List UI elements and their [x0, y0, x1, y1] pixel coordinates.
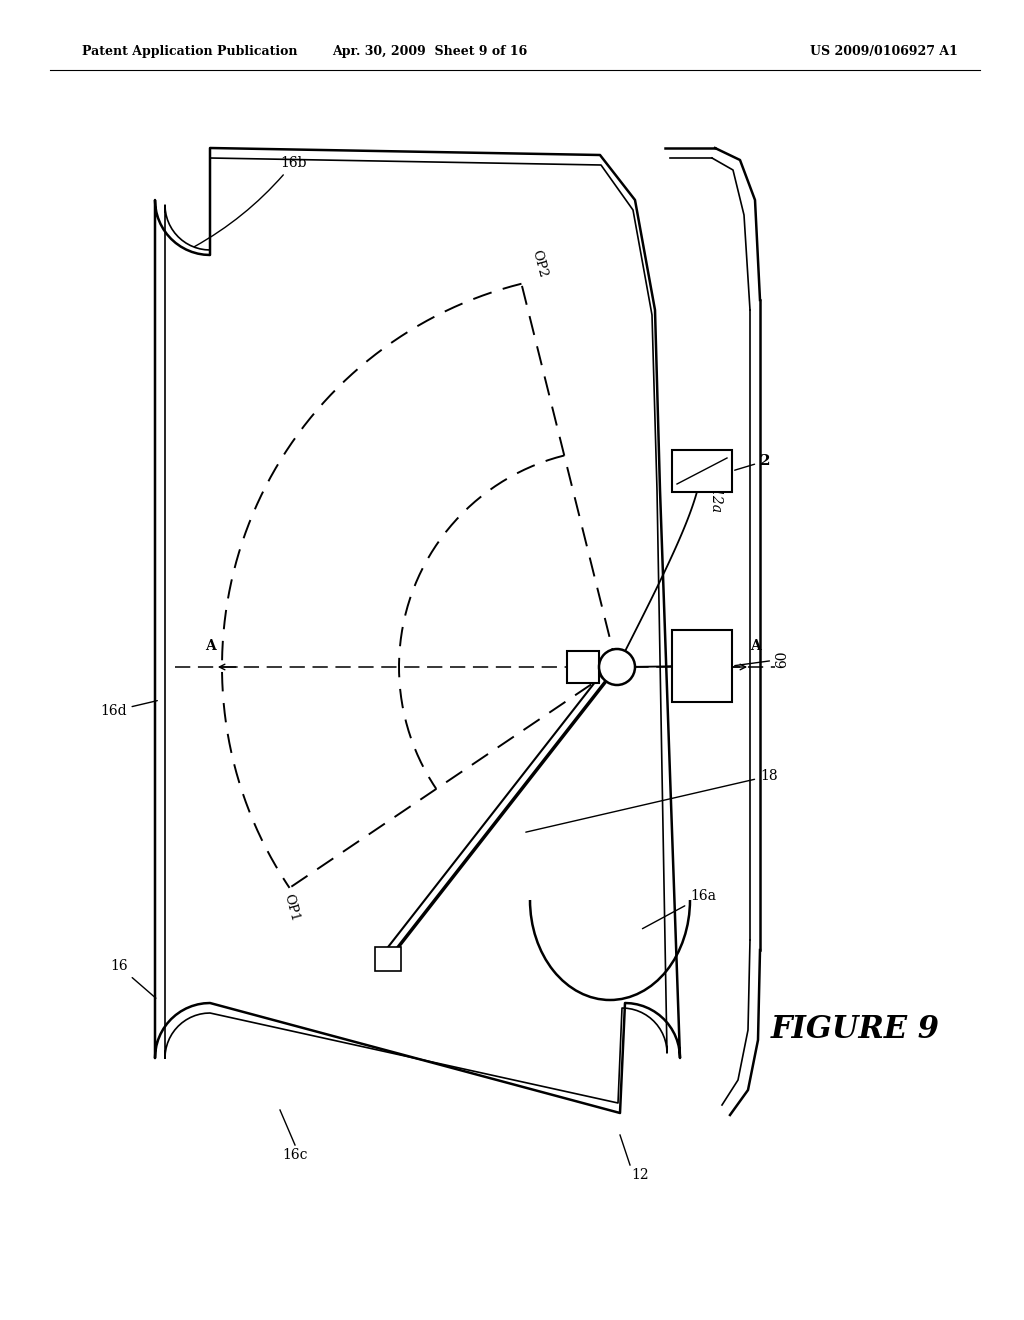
Text: A: A — [750, 639, 761, 653]
Text: 16d: 16d — [100, 701, 158, 718]
Text: FIGURE 9: FIGURE 9 — [770, 1015, 939, 1045]
Text: Patent Application Publication: Patent Application Publication — [82, 45, 297, 58]
Text: US 2009/0106927 A1: US 2009/0106927 A1 — [810, 45, 957, 58]
Text: 16: 16 — [110, 960, 156, 998]
Text: OP1: OP1 — [282, 892, 301, 924]
Text: A: A — [205, 639, 215, 653]
Text: 18: 18 — [525, 770, 777, 832]
Text: 16c: 16c — [283, 1148, 308, 1162]
Circle shape — [599, 649, 635, 685]
Text: 12a: 12a — [708, 487, 722, 513]
Bar — [672, 450, 732, 492]
Bar — [672, 630, 732, 702]
Text: 12: 12 — [631, 1168, 649, 1181]
Text: OP2: OP2 — [529, 248, 549, 279]
Text: 16a: 16a — [642, 888, 716, 929]
Text: 60: 60 — [735, 651, 790, 668]
Bar — [567, 651, 599, 682]
Bar — [375, 946, 401, 970]
Text: 16b: 16b — [195, 156, 306, 247]
Text: 2: 2 — [734, 454, 770, 470]
Text: Apr. 30, 2009  Sheet 9 of 16: Apr. 30, 2009 Sheet 9 of 16 — [333, 45, 527, 58]
